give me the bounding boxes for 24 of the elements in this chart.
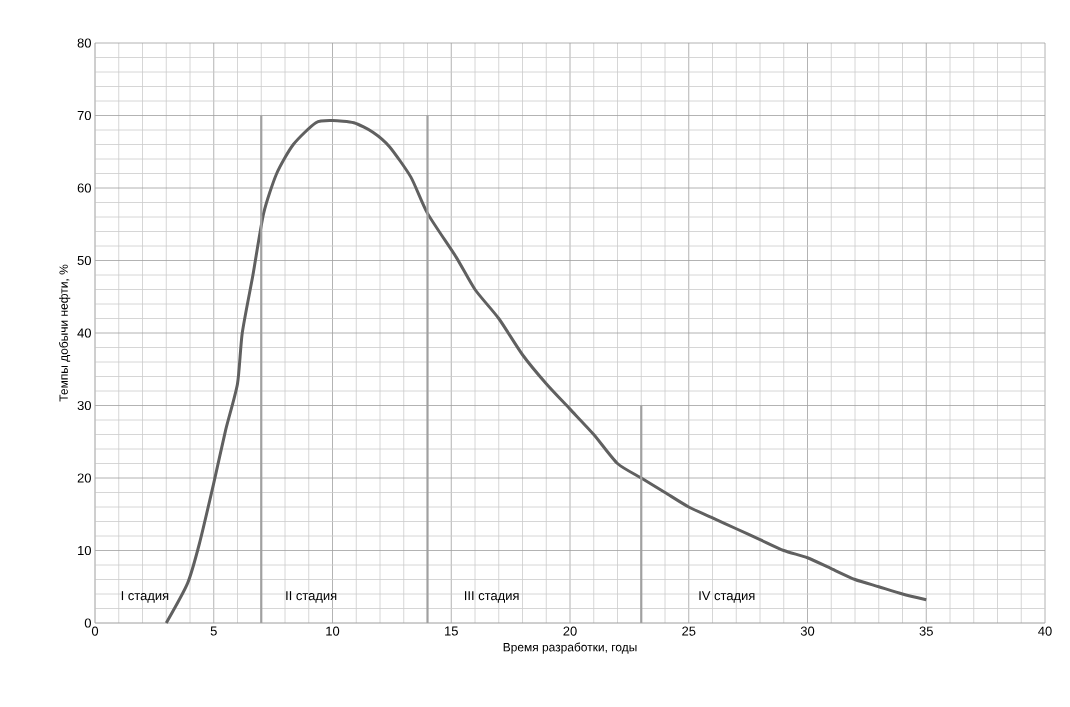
- x-tick-label: 40: [1038, 626, 1052, 636]
- y-tick-label: 70: [77, 110, 91, 121]
- y-tick-label: 40: [77, 328, 91, 338]
- annotation: IV стадия: [699, 591, 755, 603]
- x-axis-title: Время разработки, годы: [503, 642, 637, 654]
- annotation: II стадия: [286, 591, 337, 603]
- x-tick-label: 0: [91, 626, 99, 636]
- y-tick-label: 10: [78, 545, 91, 556]
- annotation: III стадия: [465, 591, 519, 603]
- x-tick-label: 35: [919, 626, 933, 636]
- y-tick-label: 50: [77, 255, 91, 266]
- x-tick-label: 25: [682, 626, 696, 636]
- x-tick-label: 30: [800, 626, 815, 636]
- y-tick-label: 20: [77, 473, 91, 483]
- x-tick-label: 5: [210, 626, 217, 636]
- y-axis-title: Темпы добычи нефти, %: [58, 264, 71, 402]
- y-tick-label: 60: [77, 183, 91, 193]
- y-tick-label: 0: [84, 618, 91, 628]
- y-tick-label: 80: [77, 38, 91, 48]
- annotation: I стадия: [121, 591, 169, 603]
- x-tick-label: 15: [445, 626, 458, 636]
- x-tick-label: 10: [326, 626, 340, 636]
- x-tick-label: 20: [563, 626, 577, 636]
- y-tick-label: 30: [77, 400, 91, 411]
